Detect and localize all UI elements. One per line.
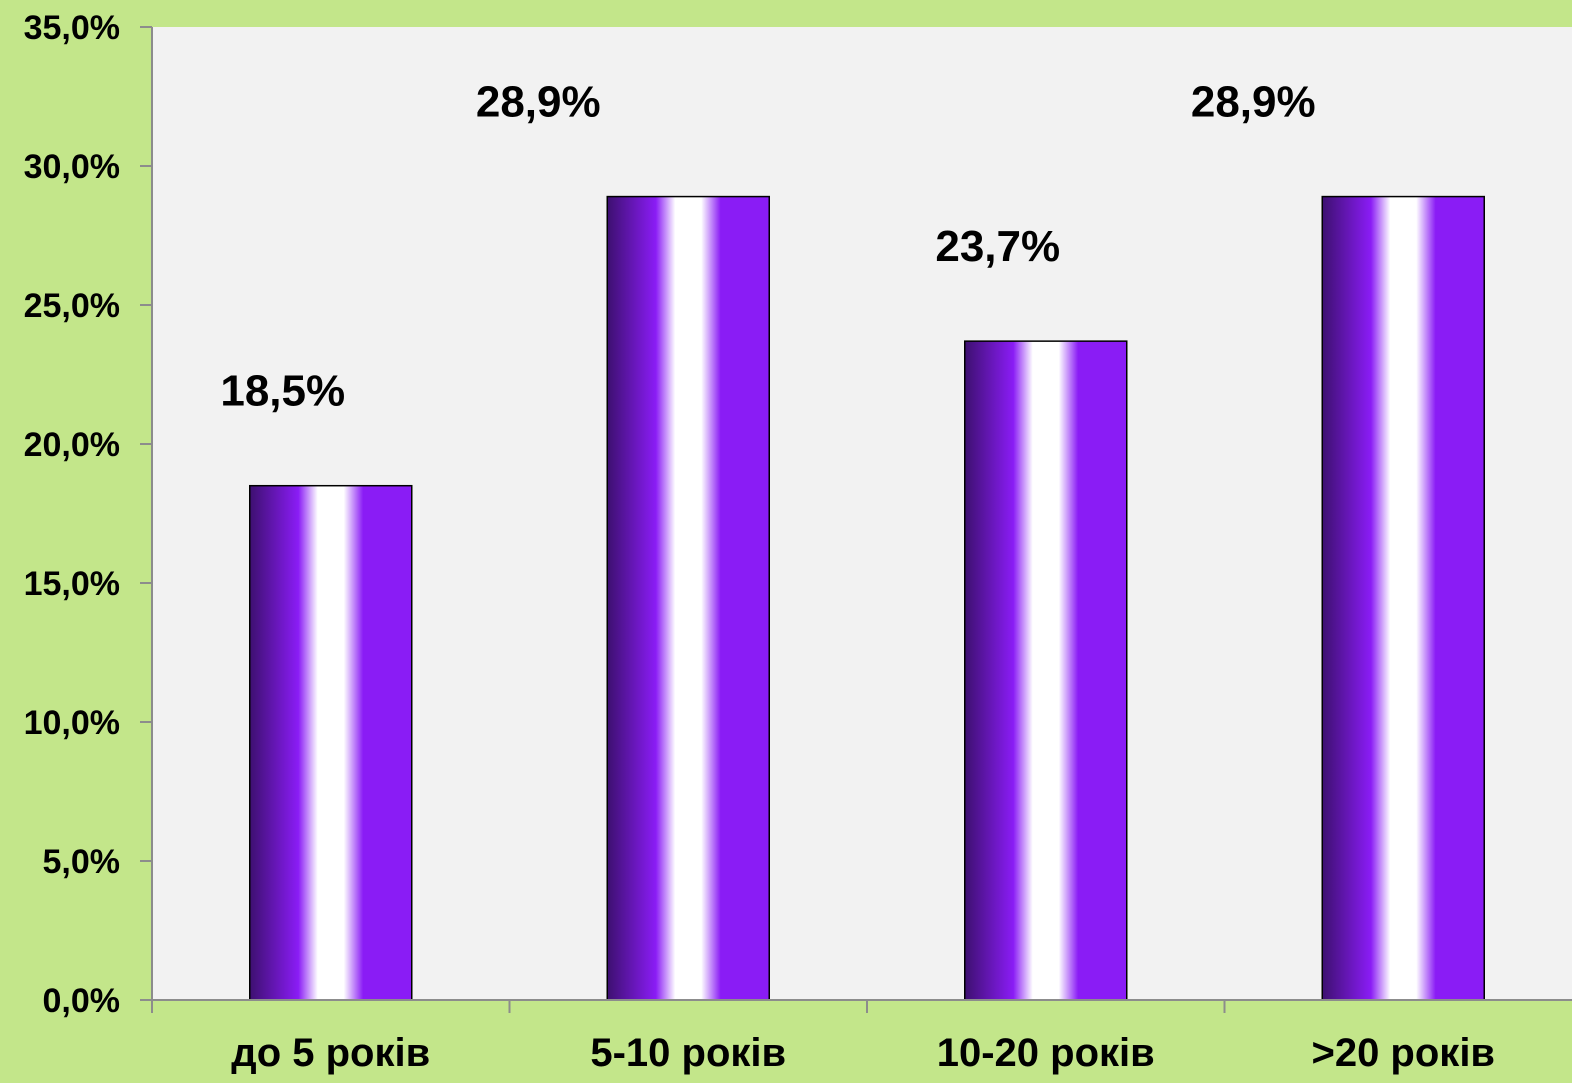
y-tick-label: 35,0% [24, 9, 120, 47]
x-tick-label: >20 років [1311, 1031, 1495, 1075]
data-label-3: 23,7% [935, 222, 1060, 271]
y-tick-label: 10,0% [24, 704, 120, 742]
data-label-1: 18,5% [220, 367, 345, 416]
y-tick-label: 15,0% [24, 565, 120, 603]
bar-2 [606, 195, 770, 1001]
y-tick-label: 20,0% [24, 426, 120, 464]
y-tick-label: 5,0% [43, 843, 121, 881]
data-label-2: 28,9% [476, 78, 601, 127]
data-label-4: 28,9% [1191, 78, 1316, 127]
y-tick-label: 25,0% [24, 287, 120, 325]
y-tick-label: 30,0% [24, 148, 120, 186]
x-tick-label: 10-20 років [937, 1031, 1155, 1075]
bar-3 [964, 340, 1128, 1001]
y-tick-label: 0,0% [43, 982, 121, 1020]
bar-1 [249, 484, 413, 1001]
x-tick-label: 5-10 років [590, 1031, 786, 1075]
x-tick-label: до 5 років [231, 1031, 430, 1075]
bar-4 [1321, 195, 1485, 1001]
